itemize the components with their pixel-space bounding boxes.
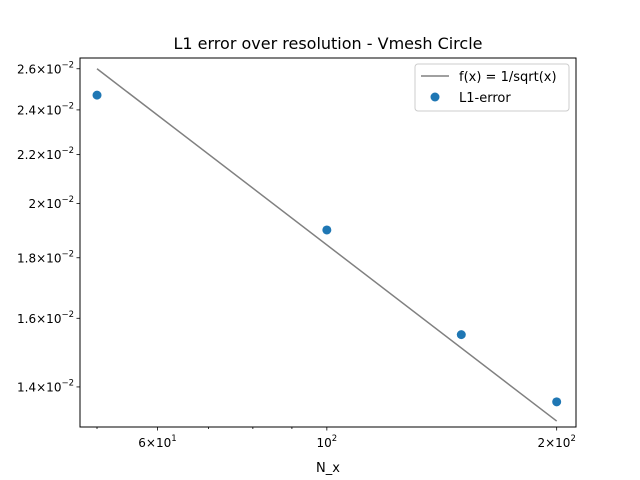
y-axis: 1.4×10−2 1.6×10−2 1.8×10−2 2×10−2 2.2×10−2 2.… <box>17 60 80 394</box>
x-tick-label: 6×101 <box>138 434 176 450</box>
x-tick-label: 2×102 <box>537 434 575 450</box>
data-point <box>552 397 562 407</box>
legend: f(x) = 1/sqrt(x) L1-error <box>414 63 570 112</box>
x-axis-title: N_x <box>316 461 340 476</box>
legend-box <box>414 63 570 112</box>
x-axis: 6×101 102 2×102 <box>96 427 576 450</box>
y-tick-label: 2×10−2 <box>29 195 75 211</box>
y-tick-label: 1.4×10−2 <box>17 378 74 394</box>
y-tick-label: 1.8×10−2 <box>17 249 74 265</box>
legend-label-l1-error: L1-error <box>459 91 511 106</box>
x-tick-label: 102 <box>316 434 337 450</box>
y-tick-label: 2.4×10−2 <box>17 101 74 117</box>
data-point <box>456 330 466 340</box>
plot-frame <box>79 57 577 428</box>
chart-title: L1 error over resolution - Vmesh Circle <box>173 34 482 53</box>
legend-marker-swatch <box>430 92 440 102</box>
fit-line <box>96 68 558 422</box>
y-tick-label: 1.6×10−2 <box>17 310 74 326</box>
plot-content <box>92 68 562 422</box>
data-point <box>92 90 102 100</box>
y-tick-label: 2.6×10−2 <box>17 60 74 76</box>
legend-label-fit: f(x) = 1/sqrt(x) <box>459 70 557 85</box>
y-tick-label: 2.2×10−2 <box>17 146 74 162</box>
data-point <box>322 225 332 235</box>
